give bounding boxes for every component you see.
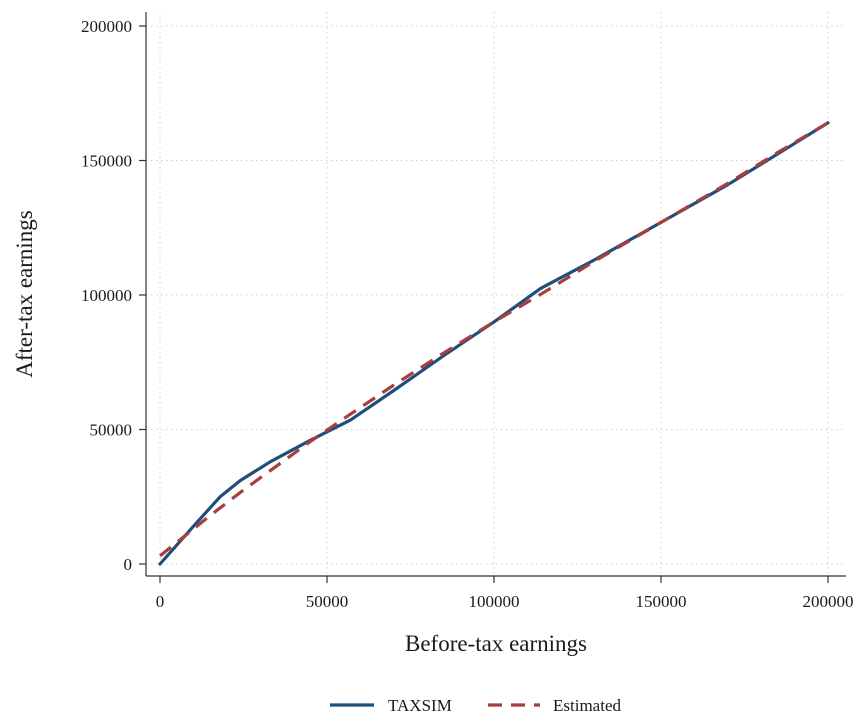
x-tick-label-4: 200000: [803, 592, 854, 611]
legend-label-estimated: Estimated: [553, 696, 621, 715]
grid: [146, 12, 846, 576]
x-tick-label-0: 0: [156, 592, 165, 611]
series-lines: [158, 121, 830, 566]
x-tick-label-2: 100000: [469, 592, 520, 611]
x-tick-label-1: 50000: [306, 592, 349, 611]
legend-label-taxsim: TAXSIM: [388, 696, 452, 715]
series-line-taxsim: [158, 121, 830, 566]
y-tick-label-4: 200000: [81, 17, 132, 36]
y-axis-title: After-tax earnings: [12, 210, 37, 378]
y-tick-label-2: 100000: [81, 286, 132, 305]
axes: 0 50000 100000 150000 200000 0 50000 100000 1500…: [81, 12, 854, 611]
y-tick-label-0: 0: [124, 555, 133, 574]
x-axis-title: Before-tax earnings: [405, 631, 587, 656]
series-line-estimated: [158, 121, 829, 558]
y-tick-label-3: 150000: [81, 152, 132, 171]
y-tick-label-1: 50000: [90, 421, 133, 440]
legend: TAXSIM Estimated: [330, 696, 621, 715]
x-tick-label-3: 150000: [636, 592, 687, 611]
